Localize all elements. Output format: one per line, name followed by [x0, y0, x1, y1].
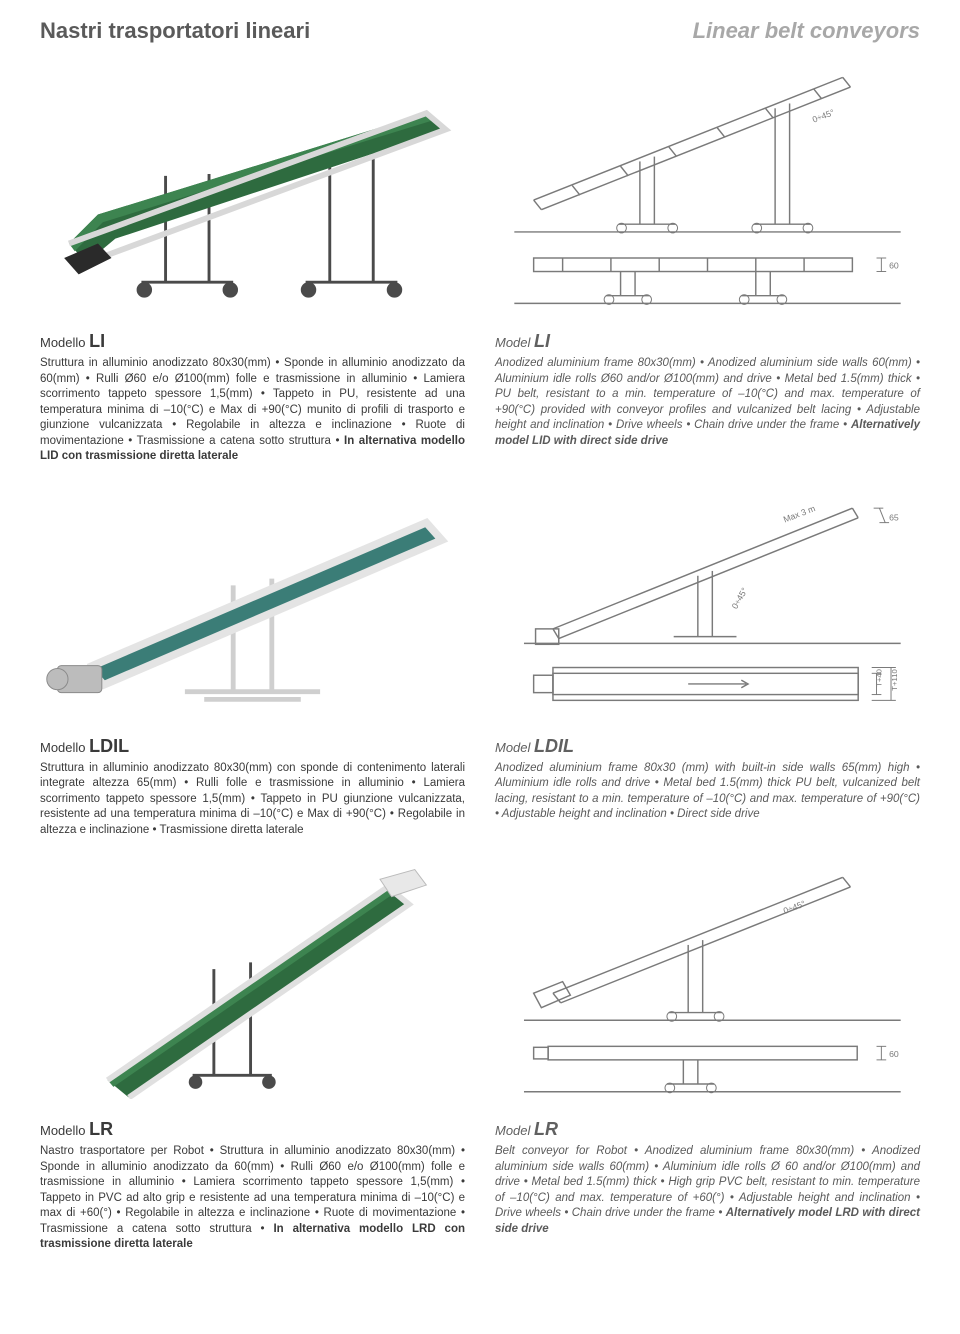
row-lr-text: Modello LR Nastro trasportatore per Robo…	[40, 1119, 920, 1253]
lr-title-right: Model LR	[495, 1119, 920, 1140]
li-title-big: LI	[89, 331, 105, 351]
lr-desc-left: Nastro trasportatore per Robot • Struttu…	[40, 1144, 465, 1253]
header-left: Nastri trasportatori lineari	[40, 18, 310, 44]
li-left-text: Modello LI Struttura in alluminio anodiz…	[40, 331, 465, 465]
ldil-right-text: Model LDIL Anodized aluminium frame 80x3…	[495, 736, 920, 839]
ldil-title-right-pre: Model	[495, 740, 534, 755]
ldil-left-text: Modello LDIL Struttura in alluminio anod…	[40, 736, 465, 839]
li-linedrawing-box: 0÷45°	[495, 58, 920, 313]
ldil-desc-right: Anodized aluminium frame 80x30 (mm) with…	[495, 761, 920, 823]
li-right-text: Model LI Anodized aluminium frame 80x30(…	[495, 331, 920, 465]
row-ldil-images: Max 3 m 0÷45° 65	[40, 483, 920, 718]
row-ldil-text: Modello LDIL Struttura in alluminio anod…	[40, 736, 920, 839]
page: Nastri trasportatori lineari Linear belt…	[0, 0, 960, 1283]
lr-title-right-pre: Model	[495, 1123, 534, 1138]
conveyor-photo-ldil	[40, 484, 465, 716]
lr-title-pre: Modello	[40, 1123, 89, 1138]
conveyor-linedraw-ldil: Max 3 m 0÷45° 65	[495, 484, 920, 716]
li-title-right-big: LI	[534, 331, 550, 351]
lr-linedrawing-box: 0÷45°	[495, 856, 920, 1101]
dim-60: 60	[889, 261, 899, 271]
li-desc-right: Anodized aluminium frame 80x30(mm) • Ano…	[495, 356, 920, 449]
ldil-title-right-big: LDIL	[534, 736, 574, 756]
ldil-desc-left: Struttura in alluminio anodizzato 80x30(…	[40, 761, 465, 839]
dim-65: 65	[889, 513, 899, 523]
conveyor-linedraw-lr: 0÷45°	[495, 858, 920, 1099]
li-title-right: Model LI	[495, 331, 920, 352]
lr-title-right-big: LR	[534, 1119, 558, 1139]
header-right: Linear belt conveyors	[693, 18, 920, 44]
row-li-images: 0÷45°	[40, 58, 920, 313]
ldil-photo-box	[40, 483, 465, 718]
row-lr-images: 0÷45°	[40, 856, 920, 1101]
dim-60-b: 60	[889, 1049, 899, 1059]
angle-label-2: 0÷45°	[730, 586, 750, 611]
ldil-title-big: LDIL	[89, 736, 129, 756]
li-title-right-pre: Model	[495, 335, 534, 350]
li-title-pre: Modello	[40, 335, 89, 350]
lr-title-left: Modello LR	[40, 1119, 465, 1140]
ldil-title-right: Model LDIL	[495, 736, 920, 757]
lr-photo-box	[40, 856, 465, 1101]
angle-label-3: 0÷45°	[782, 898, 807, 915]
max-len-label: Max 3 m	[782, 503, 817, 524]
dim-t40: T+40	[874, 669, 883, 687]
page-header: Nastri trasportatori lineari Linear belt…	[40, 18, 920, 44]
li-photo-box	[40, 58, 465, 313]
ldil-title-pre: Modello	[40, 740, 89, 755]
lr-right-text: Model LR Belt conveyor for Robot • Anodi…	[495, 1119, 920, 1253]
conveyor-photo-lr	[40, 858, 465, 1099]
ldil-linedrawing-box: Max 3 m 0÷45° 65	[495, 483, 920, 718]
lr-left-text: Modello LR Nastro trasportatore per Robo…	[40, 1119, 465, 1253]
lr-desc-left-body: Nastro trasportatore per Robot • Struttu…	[40, 1145, 465, 1235]
row-li-text: Modello LI Struttura in alluminio anodiz…	[40, 331, 920, 465]
li-title-left: Modello LI	[40, 331, 465, 352]
conveyor-linedraw-li: 0÷45°	[495, 60, 920, 311]
dim-t110: T+110	[890, 669, 899, 691]
lr-title-big: LR	[89, 1119, 113, 1139]
li-desc-left: Struttura in alluminio anodizzato 80x30(…	[40, 356, 465, 465]
angle-label: 0÷45°	[811, 107, 836, 124]
conveyor-photo-li	[40, 60, 465, 311]
ldil-title-left: Modello LDIL	[40, 736, 465, 757]
lr-desc-right: Belt conveyor for Robot • Anodized alumi…	[495, 1144, 920, 1237]
li-desc-left-body: Struttura in alluminio anodizzato 80x30(…	[40, 357, 465, 447]
